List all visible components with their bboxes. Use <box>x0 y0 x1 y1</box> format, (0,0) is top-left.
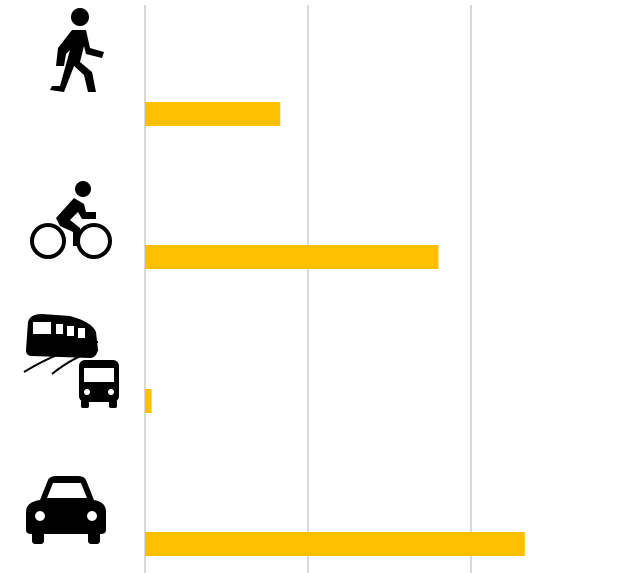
bar <box>145 389 152 413</box>
bike-icon <box>30 181 112 259</box>
bar <box>145 532 525 556</box>
transit-icon <box>23 314 119 408</box>
grid <box>144 5 472 573</box>
bar <box>145 245 439 269</box>
walk-icon <box>50 8 104 92</box>
bars <box>145 102 525 556</box>
car-icon <box>26 476 106 544</box>
category-icons <box>23 8 119 544</box>
bar <box>145 102 281 126</box>
